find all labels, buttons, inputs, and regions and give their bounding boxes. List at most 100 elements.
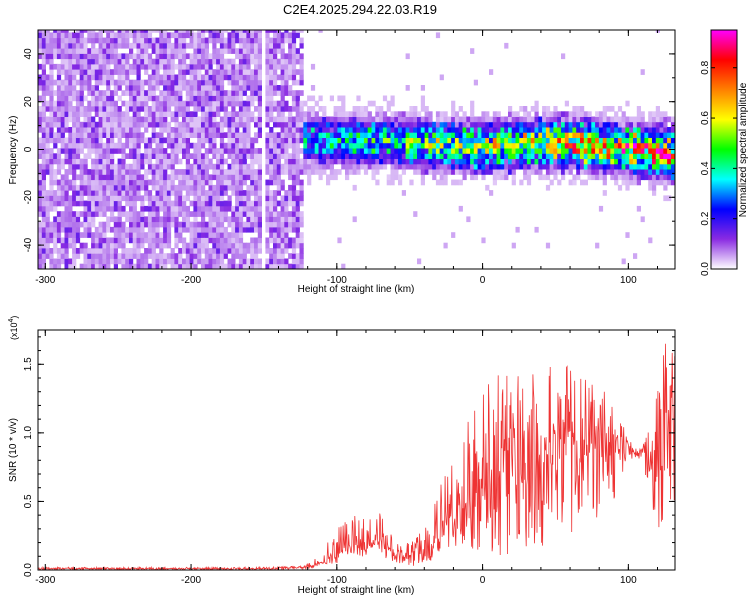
heatmap-cell: [576, 132, 581, 138]
heatmap-cell: [201, 53, 206, 60]
heatmap-cell: [159, 127, 164, 133]
heatmap-cell: [174, 121, 179, 128]
heatmap-cell: [583, 148, 588, 154]
heatmap-cell: [140, 232, 145, 238]
heatmap-cell: [151, 174, 156, 181]
heatmap-cell: [462, 148, 467, 154]
heatmap-cell: [83, 132, 88, 138]
heatmap-cell: [56, 253, 62, 259]
heatmap-cell: [485, 153, 490, 159]
heatmap-cell: [576, 174, 581, 181]
heatmap-cell: [417, 127, 422, 133]
heatmap-cell: [136, 153, 141, 159]
heatmap-cell: [511, 142, 516, 149]
heatmap-cell: [140, 79, 145, 86]
heatmap-cell: [182, 30, 187, 33]
heatmap-cell: [79, 169, 84, 175]
heatmap-cell: [170, 132, 175, 138]
heatmap-cell: [636, 142, 641, 149]
heatmap-cell: [208, 30, 213, 33]
heatmap-cell: [227, 248, 232, 254]
heatmap-cell: [208, 226, 213, 233]
heatmap-cell: [606, 158, 611, 165]
heatmap-cell: [170, 116, 175, 123]
heatmap-cell: [246, 226, 251, 233]
heatmap-cell: [318, 163, 323, 170]
heatmap-cell: [280, 116, 285, 123]
heatmap-cell: [140, 253, 145, 259]
heatmap-cell: [295, 205, 300, 212]
heatmap-cell: [45, 58, 50, 65]
heatmap-cell: [98, 42, 103, 49]
heatmap-cell: [144, 37, 149, 44]
heatmap-cell: [288, 174, 293, 181]
heatmap-cell: [405, 148, 410, 154]
heatmap-cell: [166, 258, 172, 265]
heatmap-cell: [159, 263, 164, 269]
heatmap-cell: [208, 221, 213, 228]
heatmap-cell: [212, 205, 217, 212]
heatmap-cell: [254, 200, 259, 207]
heatmap-cell: [121, 116, 126, 123]
heatmap-cell: [250, 253, 255, 259]
heatmap-cell: [519, 127, 524, 133]
heatmap-cell: [553, 106, 558, 112]
heatmap-cell: [125, 63, 130, 70]
heatmap-cell: [132, 95, 137, 102]
heatmap-cell: [652, 153, 657, 159]
heatmap-cell: [91, 211, 96, 217]
heatmap-cell: [390, 137, 395, 144]
heatmap-cell: [219, 237, 225, 244]
heatmap-cell: [110, 95, 115, 102]
heatmap-cell: [132, 90, 137, 96]
heatmap-cell: [38, 53, 43, 60]
heatmap-cell: [242, 153, 247, 159]
heatmap-cell: [182, 137, 187, 144]
heatmap-cell: [201, 174, 206, 181]
heatmap-cell: [102, 232, 107, 238]
heatmap-cell: [193, 221, 198, 228]
heatmap-cell: [64, 237, 69, 244]
heatmap-cell: [189, 263, 194, 269]
heatmap-cell: [238, 163, 244, 170]
heatmap-cell: [208, 95, 213, 102]
heatmap-cell: [125, 42, 130, 49]
heatmap-cell: [155, 169, 160, 175]
heatmap-cell: [329, 169, 334, 175]
heatmap-cell: [113, 248, 118, 254]
heatmap-cell: [265, 137, 270, 144]
heatmap-cell: [667, 174, 672, 181]
heatmap-cell: [382, 137, 388, 144]
heatmap-cell: [125, 169, 130, 175]
heatmap-cell: [147, 116, 153, 123]
heatmap-cell: [185, 32, 190, 39]
heatmap-cell: [663, 158, 668, 165]
heatmap-cell: [371, 127, 376, 133]
heatmap-cell: [375, 179, 380, 186]
heatmap-cell: [193, 158, 198, 165]
heatmap-cell: [125, 53, 130, 60]
heatmap-cell: [504, 158, 509, 165]
heatmap-cell: [276, 90, 281, 96]
heatmap-cell: [91, 148, 96, 154]
heatmap-cell: [238, 158, 244, 165]
heatmap-cell: [428, 111, 433, 117]
heatmap-cell: [87, 37, 92, 44]
heatmap-cell: [360, 132, 365, 138]
heatmap-cell: [322, 132, 327, 138]
heatmap-cell: [367, 137, 372, 144]
heatmap-cell: [117, 69, 122, 75]
heatmap-cell: [174, 63, 179, 70]
heatmap-cell: [163, 42, 168, 49]
heatmap-cell: [132, 132, 137, 138]
heatmap-cell: [458, 158, 463, 165]
heatmap-cell: [545, 127, 551, 133]
heatmap-cell: [435, 179, 441, 186]
heatmap-cell: [219, 174, 225, 181]
heatmap-cell: [178, 69, 183, 75]
heatmap-cell: [113, 37, 118, 44]
heatmap-cell: [83, 74, 88, 81]
heatmap-cell: [242, 58, 247, 65]
heatmap-cell: [68, 158, 73, 165]
